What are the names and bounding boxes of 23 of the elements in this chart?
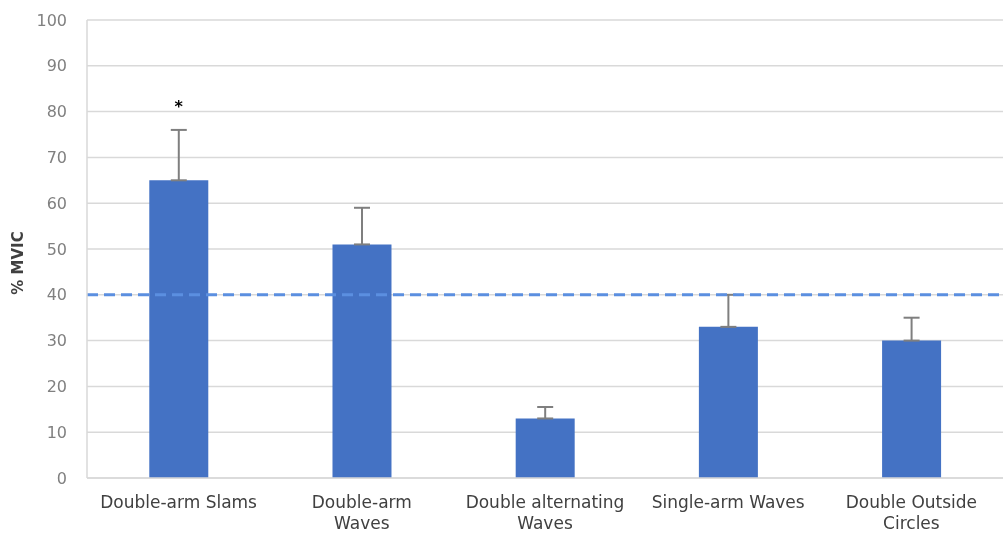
y-tick-label: 40 <box>46 285 67 305</box>
x-tick-label: Double Outside Circles <box>845 492 978 533</box>
x-tick-label: Double alternating Waves <box>465 492 625 533</box>
bar <box>332 244 392 478</box>
bar <box>882 340 942 478</box>
y-tick-label: 80 <box>46 102 67 122</box>
x-tick-label: Double-arm Slams <box>100 492 258 512</box>
y-tick-label: 50 <box>46 239 67 259</box>
y-tick-label: 100 <box>36 10 67 30</box>
y-tick-label: 0 <box>56 468 67 488</box>
annotation: * <box>174 96 184 116</box>
y-axis-title: % MVIC <box>9 231 27 295</box>
y-tick-label: 20 <box>46 377 67 397</box>
bar <box>149 180 209 478</box>
y-tick-label: 30 <box>46 331 67 351</box>
x-tick-label: Double-arm Waves <box>311 492 412 533</box>
y-tick-label: 90 <box>46 56 67 76</box>
x-tick-label: Single-arm Waves <box>651 492 805 512</box>
bar <box>698 326 758 478</box>
bar <box>515 418 575 478</box>
y-tick-label: 60 <box>46 193 67 213</box>
y-tick-label: 70 <box>46 148 67 168</box>
y-tick-label: 10 <box>46 422 67 442</box>
